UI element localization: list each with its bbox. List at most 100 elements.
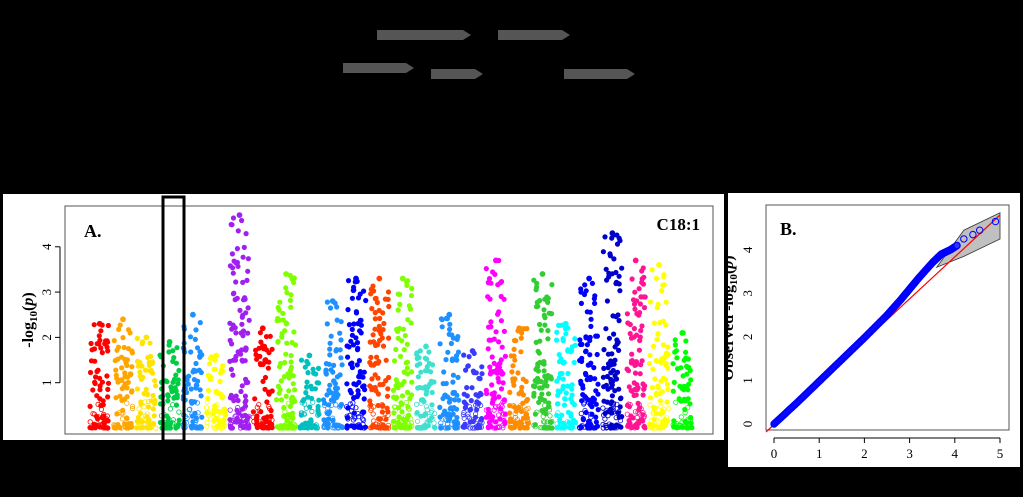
- snp-point: [399, 409, 405, 415]
- snp-point: [198, 352, 204, 358]
- qq-point: [960, 235, 968, 243]
- snp-point: [446, 331, 452, 337]
- snp-point: [439, 317, 445, 323]
- snp-point: [500, 425, 506, 431]
- snp-point: [587, 309, 593, 315]
- snp-point: [595, 407, 601, 413]
- snp-point: [499, 344, 505, 350]
- snp-point: [207, 355, 213, 361]
- snp-point: [584, 377, 590, 383]
- snp-point: [369, 306, 375, 312]
- snp-point: [315, 365, 322, 371]
- snp-point: [302, 364, 308, 370]
- snp-point: [266, 403, 272, 410]
- snp-point: [145, 425, 151, 431]
- snp-point: [298, 410, 304, 416]
- snp-point: [464, 385, 470, 391]
- snp-point: [375, 375, 381, 381]
- snp-point: [539, 408, 545, 414]
- snp-point: [423, 356, 430, 362]
- snp-point: [374, 299, 380, 306]
- snp-point: [331, 398, 337, 404]
- snp-point: [525, 420, 531, 426]
- snp-point: [173, 372, 179, 378]
- snp-point: [142, 413, 148, 419]
- snp-point: [176, 409, 182, 415]
- snp-point: [377, 382, 383, 388]
- snp-point: [632, 370, 639, 376]
- snp-point: [127, 330, 133, 336]
- snp-point: [99, 350, 105, 356]
- snp-point: [585, 362, 591, 368]
- snp-point: [417, 348, 423, 354]
- snp-point: [555, 401, 561, 407]
- snp-point: [494, 370, 500, 376]
- snp-point: [187, 406, 193, 412]
- snp-point: [142, 421, 148, 427]
- snp-point: [391, 358, 398, 364]
- snp-point: [610, 401, 616, 408]
- snp-point: [661, 282, 667, 288]
- snp-point: [236, 410, 242, 416]
- snp-point: [429, 402, 435, 408]
- snp-point: [204, 419, 210, 425]
- snp-point: [531, 393, 537, 399]
- snp-point: [624, 411, 630, 417]
- snp-point: [582, 408, 588, 414]
- snp-point: [240, 358, 246, 364]
- snp-point: [245, 330, 251, 336]
- snp-point: [301, 411, 308, 417]
- snp-point: [141, 391, 147, 397]
- snp-point: [407, 423, 413, 429]
- snp-peak-point: [96, 320, 103, 327]
- snp-point: [192, 336, 198, 342]
- snp-point: [581, 401, 587, 407]
- snp-point: [376, 337, 383, 344]
- snp-point: [665, 387, 671, 393]
- snp-point: [429, 389, 435, 396]
- snp-point: [629, 351, 635, 357]
- snp-point: [240, 254, 246, 260]
- snp-point: [377, 424, 383, 430]
- snp-point: [487, 371, 493, 377]
- snp-point: [235, 349, 241, 355]
- snp-point: [577, 337, 583, 343]
- snp-point: [277, 299, 283, 305]
- snp-point: [536, 399, 542, 405]
- snp-point: [373, 354, 380, 360]
- snp-point: [396, 291, 403, 297]
- snp-point: [413, 401, 420, 407]
- snp-point: [188, 386, 194, 392]
- snp-point: [288, 304, 294, 310]
- snp-point: [467, 425, 473, 431]
- snp-point: [372, 384, 378, 391]
- snp-point: [150, 392, 156, 399]
- snp-point: [229, 425, 235, 431]
- y-tick-label: 2: [39, 334, 54, 341]
- snp-point: [593, 414, 599, 420]
- snp-point: [636, 347, 643, 353]
- snp-point: [170, 348, 176, 354]
- snp-peak-point: [539, 271, 546, 277]
- snp-point: [266, 389, 273, 395]
- snp-point: [260, 361, 266, 367]
- snp-point: [403, 399, 409, 406]
- snp-point: [195, 378, 201, 384]
- snp-point: [437, 341, 443, 347]
- snp-point: [385, 296, 391, 303]
- snp-point: [189, 400, 195, 406]
- snp-point: [205, 395, 211, 402]
- snp-point: [288, 359, 294, 365]
- snp-point: [609, 235, 615, 241]
- snp-point: [634, 311, 640, 317]
- snp-point: [506, 410, 513, 416]
- snp-point: [631, 326, 638, 332]
- snp-point: [137, 410, 144, 416]
- snp-point: [237, 307, 243, 314]
- snp-point: [281, 413, 288, 419]
- snp-point: [541, 361, 547, 367]
- snp-peak-point: [656, 262, 662, 268]
- snp-point: [418, 413, 424, 419]
- snp-point: [453, 353, 460, 359]
- snp-point: [275, 304, 281, 311]
